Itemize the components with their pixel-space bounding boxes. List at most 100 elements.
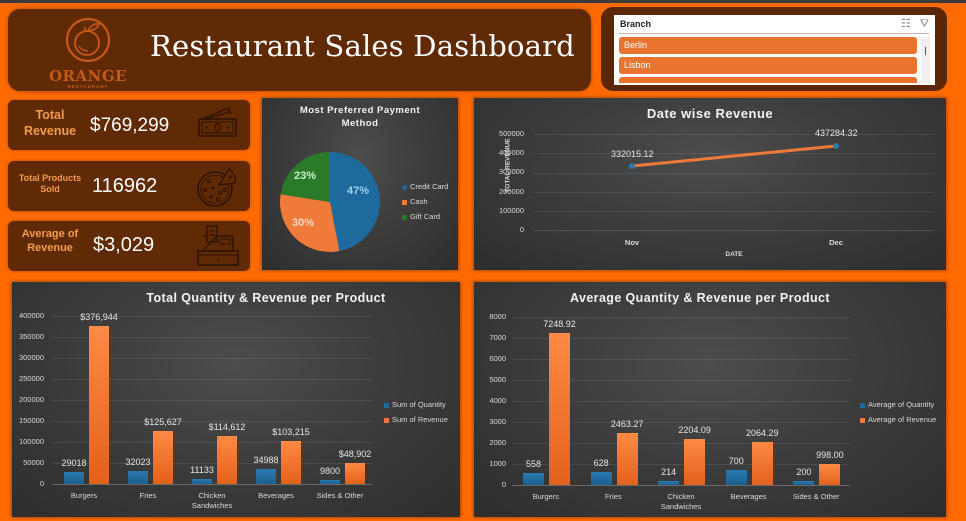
gridline — [52, 442, 372, 443]
kpi-total-products-sold: Total Products Sold 116962 — [8, 161, 250, 211]
data-label: 558 — [525, 459, 542, 470]
quantity-bar[interactable] — [64, 471, 84, 484]
legend-cash[interactable]: Cash — [402, 197, 428, 206]
branch-slicer-panel: Branch ☷ ⛛ Berlin Lisbon — [601, 7, 947, 91]
x-axis-title: DATE — [725, 251, 743, 258]
x-tick: Beverages — [730, 492, 767, 501]
x-tick: Beverages — [258, 491, 294, 500]
x-tick: Burgers — [532, 492, 559, 501]
kpi-label: Average of — [21, 228, 79, 240]
pie-slice-gift-card[interactable] — [280, 152, 330, 202]
orange-fruit-icon — [65, 17, 111, 63]
x-tick: Burgers — [70, 491, 98, 500]
avg-qty-revenue-bar-chart: Average Quantity & Revenue per Product A… — [474, 282, 946, 517]
gridline — [534, 134, 934, 135]
kpi-value: $769,299 — [90, 115, 170, 136]
multi-select-icon[interactable]: ☷ — [900, 18, 911, 30]
x-axis-line — [512, 485, 850, 486]
data-label: 11133 — [190, 465, 214, 476]
data-label: 2064.29 — [746, 427, 779, 438]
legend-avg-quantity[interactable]: Average of Quantity — [860, 400, 934, 409]
quantity-bar[interactable] — [590, 471, 612, 485]
legend-gift-card[interactable]: Gift Card — [402, 212, 440, 221]
revenue-bar[interactable] — [217, 435, 237, 484]
revenue-bar[interactable] — [153, 431, 173, 484]
slicer-item-berlin[interactable]: Berlin — [619, 37, 917, 54]
legend-sum-quantity[interactable]: Sum of Quantity — [384, 400, 446, 409]
revenue-line — [631, 144, 837, 168]
quantity-bar[interactable] — [658, 480, 680, 485]
y-tick: 0 — [501, 480, 506, 489]
y-tick: 7000 — [489, 333, 506, 342]
legend-avg-revenue[interactable]: Average of Revenue — [860, 415, 936, 424]
data-label: 34988 — [253, 455, 279, 466]
quantity-bar[interactable] — [793, 480, 815, 485]
data-label: $376,944 — [80, 311, 118, 322]
gridline — [512, 464, 850, 465]
kpi-value: 116962 — [92, 175, 158, 197]
y-tick: 8000 — [489, 312, 506, 321]
money-bill-icon — [198, 107, 237, 137]
y-tick: 4000 — [489, 396, 506, 405]
data-label: 9800 — [319, 465, 341, 476]
y-tick: 500000 — [498, 129, 524, 138]
scrollbar-thumb[interactable] — [925, 47, 926, 55]
revenue-bar[interactable] — [684, 438, 706, 485]
gridline — [512, 401, 850, 402]
data-label: 2204.09 — [678, 424, 711, 435]
y-tick: 0 — [519, 225, 524, 234]
gridline — [512, 380, 850, 381]
slicer-scrollbar[interactable] — [921, 37, 930, 83]
gridline — [534, 153, 934, 154]
data-label: $103,215 — [272, 426, 310, 437]
quantity-bar[interactable] — [523, 473, 544, 485]
quantity-bar[interactable] — [320, 479, 340, 484]
kpi-label: Revenue — [23, 123, 77, 138]
legend-sum-revenue[interactable]: Sum of Revenue — [384, 415, 448, 424]
data-label: $114,612 — [208, 421, 246, 432]
chart-title: Method — [341, 117, 379, 129]
gridline — [534, 173, 934, 174]
revenue-bar[interactable] — [281, 440, 301, 484]
legend-credit-card[interactable]: Credit Card — [402, 182, 448, 191]
revenue-bar[interactable] — [345, 463, 365, 484]
revenue-bar[interactable] — [89, 325, 109, 484]
quantity-bar[interactable] — [725, 470, 747, 485]
x-tick: Sides & Other — [792, 492, 840, 501]
gridline — [534, 192, 934, 193]
data-point-nov[interactable] — [629, 163, 635, 169]
slicer-item-lisbon[interactable]: Lisbon — [619, 57, 917, 74]
x-tick: Fries — [605, 492, 622, 501]
revenue-bar[interactable] — [819, 464, 841, 485]
data-label-dec: 437284.32 — [815, 128, 858, 138]
slicer-item-partial[interactable] — [619, 77, 917, 83]
data-label: $125,627 — [144, 417, 182, 428]
revenue-bar[interactable] — [751, 441, 773, 485]
kpi-average-revenue: Average of Revenue $3,029 — [8, 221, 250, 271]
gridline — [512, 443, 850, 444]
quantity-bar[interactable] — [256, 469, 276, 484]
gridline — [52, 421, 372, 422]
y-tick: 0 — [39, 479, 44, 488]
y-tick: 50000 — [23, 458, 44, 467]
gridline — [512, 317, 850, 318]
y-tick: 2000 — [489, 438, 506, 447]
kpi-value: $3,029 — [93, 234, 155, 256]
logo-subtitle: RESTAURANT — [67, 84, 109, 89]
chart-title: Date wise Revenue — [646, 106, 774, 121]
clear-filter-icon[interactable]: ⛛ — [919, 18, 929, 30]
quantity-bar[interactable] — [192, 479, 212, 484]
revenue-bar[interactable] — [549, 332, 570, 485]
pie-slice-credit-card[interactable] — [330, 152, 380, 252]
data-label: 998.00 — [816, 450, 844, 461]
slicer-title: Branch — [620, 19, 652, 29]
pie-slice-cash[interactable] — [280, 194, 340, 252]
revenue-bar[interactable] — [616, 433, 638, 485]
gridline — [52, 379, 372, 380]
y-tick: 100000 — [498, 206, 524, 215]
data-label: 200 — [796, 466, 812, 477]
gridline — [52, 337, 372, 338]
data-label: 700 — [728, 456, 744, 467]
quantity-bar[interactable] — [128, 470, 148, 484]
data-point-dec[interactable] — [833, 143, 839, 149]
